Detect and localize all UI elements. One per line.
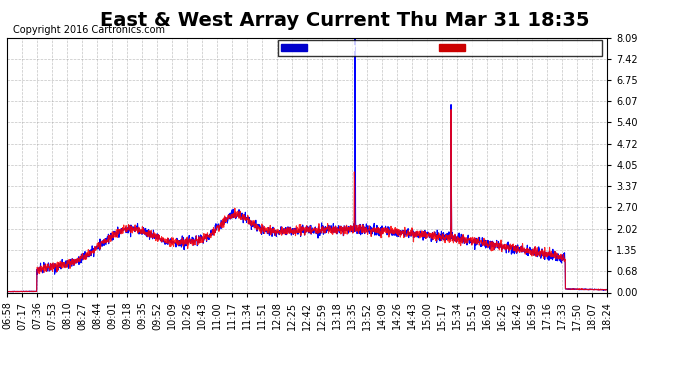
West Array (DC Amps) <box>279 228 287 232</box>
West Array (DC Amps) <box>295 226 303 230</box>
Text: East & West Array Current Thu Mar 31 18:35: East & West Array Current Thu Mar 31 18:… <box>100 11 590 30</box>
West Array (DC Amps) <box>9 290 17 294</box>
East Array (DC Amps) <box>9 290 17 294</box>
East Array (DC Amps) <box>279 231 287 235</box>
Legend: East Array (DC Amps), West Array (DC Amps): East Array (DC Amps), West Array (DC Amp… <box>278 40 602 56</box>
Line: West Array (DC Amps): West Array (DC Amps) <box>7 110 607 292</box>
East Array (DC Amps) <box>603 287 611 291</box>
East Array (DC Amps) <box>295 227 303 231</box>
West Array (DC Amps) <box>3 289 11 294</box>
East Array (DC Amps) <box>351 35 359 40</box>
East Array (DC Amps) <box>586 287 595 291</box>
Line: East Array (DC Amps): East Array (DC Amps) <box>7 38 607 292</box>
West Array (DC Amps) <box>34 268 42 273</box>
West Array (DC Amps) <box>586 287 594 292</box>
West Array (DC Amps) <box>586 287 595 291</box>
West Array (DC Amps) <box>447 107 455 112</box>
East Array (DC Amps) <box>3 289 11 294</box>
Text: Copyright 2016 Cartronics.com: Copyright 2016 Cartronics.com <box>13 25 165 35</box>
East Array (DC Amps) <box>586 287 594 292</box>
West Array (DC Amps) <box>476 240 484 244</box>
East Array (DC Amps) <box>476 243 484 247</box>
West Array (DC Amps) <box>603 288 611 292</box>
East Array (DC Amps) <box>34 266 42 271</box>
